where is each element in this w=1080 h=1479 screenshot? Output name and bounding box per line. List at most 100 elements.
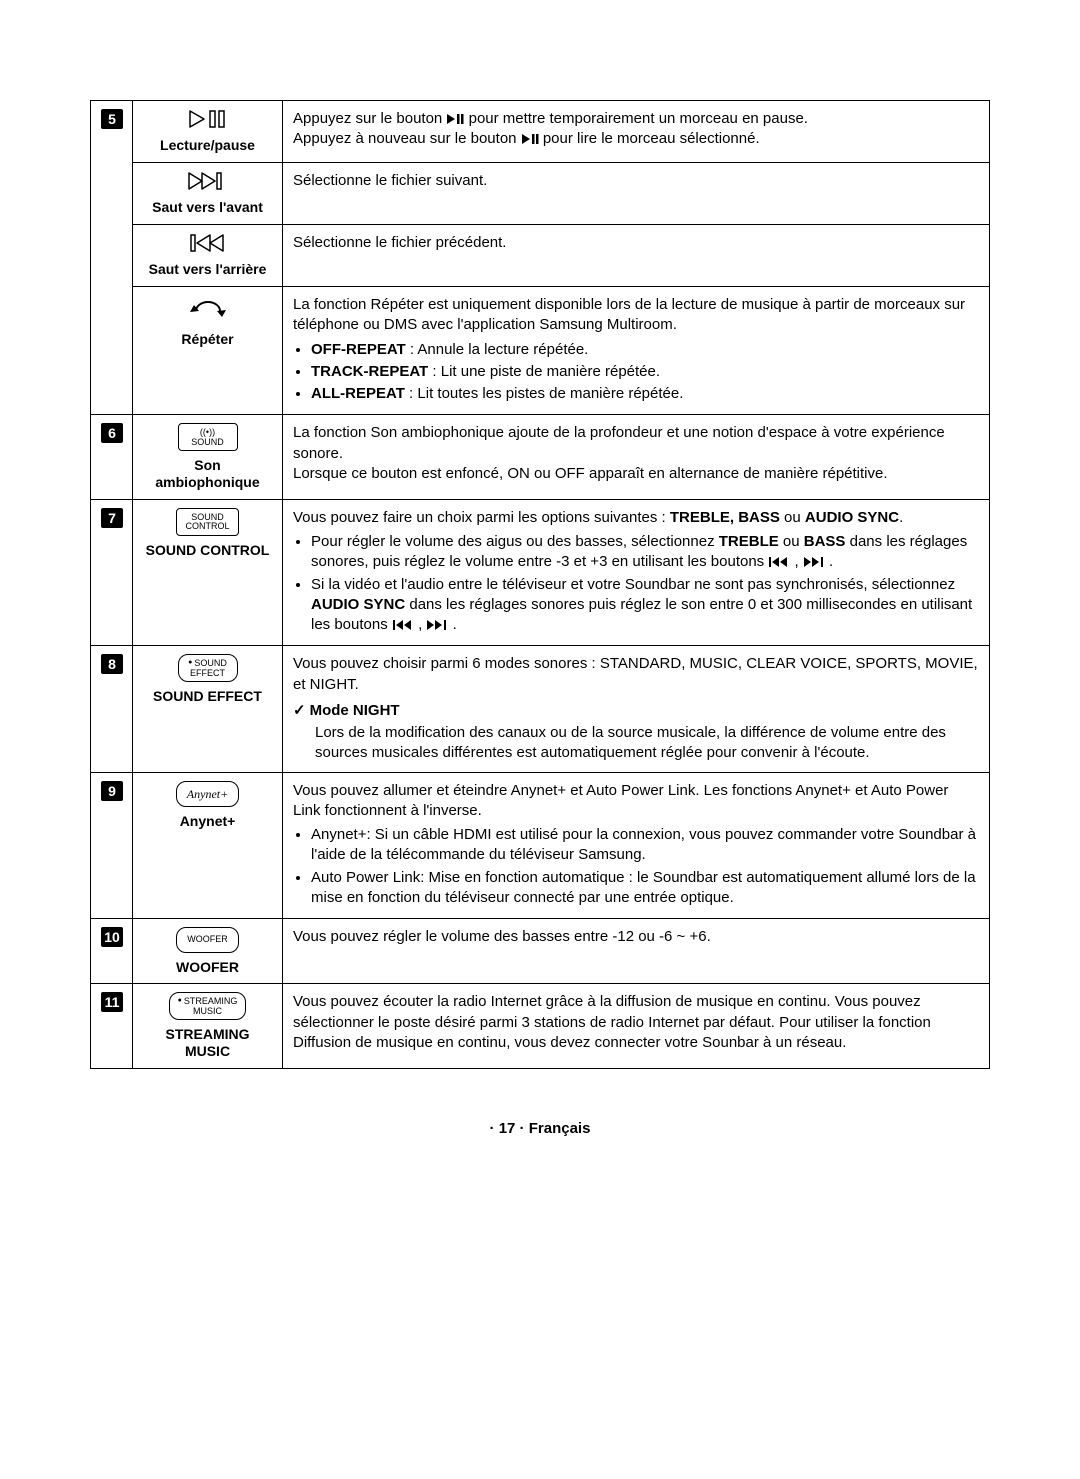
manual-page: 5 Lecture/pause Appuyez sur le bouton po…: [0, 0, 1080, 1479]
list-item: Auto Power Link: Mise en fonction automa…: [311, 868, 979, 909]
desc-strong: AUDIO SYNC: [311, 596, 405, 613]
list-item: Pour régler le volume des aigus ou des b…: [311, 532, 979, 573]
button-label: Son ambiophonique: [143, 457, 272, 491]
desc-text: Si la vidéo et l'audio entre le télévise…: [311, 576, 955, 593]
button-cell: SOUND CONTROL SOUND CONTROL: [133, 499, 283, 646]
desc-strong: TREBLE, BASS: [670, 509, 780, 526]
row-number-cell: 7: [91, 499, 133, 646]
row-number-cell: 10: [91, 919, 133, 984]
checkmark-icon: ✓: [293, 701, 306, 721]
row-number-badge: 11: [101, 992, 123, 1012]
description-cell: La fonction Répéter est uniquement dispo…: [283, 287, 990, 415]
sound-button-icon: ((•)) SOUND: [178, 423, 238, 451]
desc-strong: ALL-REPEAT: [311, 385, 405, 402]
button-label: Anynet+: [143, 813, 272, 830]
table-row: 5 Lecture/pause Appuyez sur le bouton po…: [91, 101, 990, 163]
description-cell: Sélectionne le fichier précédent.: [283, 225, 990, 287]
table-row: Répéter La fonction Répéter est uniqueme…: [91, 287, 990, 415]
desc-text: ,: [418, 616, 426, 633]
desc-text: Vous pouvez choisir parmi 6 modes sonore…: [293, 655, 978, 692]
desc-text: : Lit une piste de manière répétée.: [428, 363, 660, 380]
play-pause-mini-icon: [446, 113, 464, 125]
button-label: STREAMING MUSIC: [143, 1026, 272, 1060]
desc-text: La fonction Répéter est uniquement dispo…: [293, 296, 965, 333]
desc-text: Appuyez à nouveau sur le bouton: [293, 130, 521, 147]
desc-strong: BASS: [804, 533, 846, 550]
page-footer: · 17 · Français: [90, 1119, 990, 1139]
sound-effect-button-icon: ●SOUND EFFECT: [178, 654, 238, 682]
sound-control-button-icon: SOUND CONTROL: [176, 508, 238, 536]
desc-text: pour mettre temporairement un morceau en…: [469, 110, 808, 127]
button-label: Saut vers l'arrière: [143, 261, 272, 278]
desc-text: : Lit toutes les pistes de manière répét…: [405, 385, 684, 402]
list-item: Anynet+: Si un câble HDMI est utilisé po…: [311, 825, 979, 866]
button-cell: ((•)) SOUND Son ambiophonique: [133, 415, 283, 499]
btn-line: SOUND: [191, 437, 224, 447]
desc-text: : Annule la lecture répétée.: [406, 341, 589, 358]
btn-line: WOOFER: [187, 934, 228, 944]
table-row: 8 ●SOUND EFFECT SOUND EFFECT Vous pouvez…: [91, 646, 990, 772]
table-row: 10 WOOFER WOOFER Vous pouvez régler le v…: [91, 919, 990, 984]
desc-text: ou: [779, 533, 804, 550]
desc-strong: OFF-REPEAT: [311, 341, 406, 358]
desc-text: Vous pouvez allumer et éteindre Anynet+ …: [293, 782, 948, 819]
skip-forward-mini-icon: [426, 619, 448, 631]
desc-text: ou: [780, 509, 805, 526]
remote-buttons-table: 5 Lecture/pause Appuyez sur le bouton po…: [90, 100, 990, 1069]
row-number-badge: 10: [101, 927, 123, 947]
bullet-list: Anynet+: Si un câble HDMI est utilisé po…: [293, 825, 979, 908]
desc-text: Lors de la modification des canaux ou de…: [315, 723, 979, 764]
repeat-icon: [188, 295, 228, 323]
desc-strong: TREBLE: [719, 533, 779, 550]
description-cell: Vous pouvez régler le volume des basses …: [283, 919, 990, 984]
button-cell: Saut vers l'arrière: [133, 225, 283, 287]
btn-line: CONTROL: [185, 521, 229, 531]
button-cell: ●SOUND EFFECT SOUND EFFECT: [133, 646, 283, 772]
play-pause-icon: [188, 109, 228, 129]
desc-text: .: [829, 553, 833, 570]
button-cell: WOOFER WOOFER: [133, 919, 283, 984]
button-label: WOOFER: [143, 959, 272, 976]
description-cell: Appuyez sur le bouton pour mettre tempor…: [283, 101, 990, 163]
description-cell: Vous pouvez écouter la radio Internet gr…: [283, 984, 990, 1068]
table-row: 6 ((•)) SOUND Son ambiophonique La fonct…: [91, 415, 990, 499]
button-cell: Répéter: [133, 287, 283, 415]
description-cell: Vous pouvez choisir parmi 6 modes sonore…: [283, 646, 990, 772]
row-number-badge: 6: [101, 423, 123, 443]
desc-strong: Mode NIGHT: [310, 702, 400, 719]
check-heading: ✓Mode NIGHT: [293, 701, 979, 721]
desc-text: Pour régler le volume des aigus ou des b…: [311, 533, 719, 550]
desc-text: Vous pouvez écouter la radio Internet gr…: [293, 993, 931, 1051]
streaming-music-button-icon: ●STREAMING MUSIC: [169, 992, 247, 1020]
description-cell: Sélectionne le fichier suivant.: [283, 163, 990, 225]
table-row: 7 SOUND CONTROL SOUND CONTROL Vous pouve…: [91, 499, 990, 646]
button-label: Lecture/pause: [143, 137, 272, 154]
btn-line: MUSIC: [193, 1006, 222, 1016]
desc-strong: TRACK-REPEAT: [311, 363, 428, 380]
desc-text: .: [899, 509, 903, 526]
button-cell: Anynet+ Anynet+: [133, 772, 283, 919]
row-number-cell: 5: [91, 101, 133, 415]
table-row: Saut vers l'arrière Sélectionne le fichi…: [91, 225, 990, 287]
desc-text: Sélectionne le fichier suivant.: [293, 172, 487, 189]
desc-strong: AUDIO SYNC: [805, 509, 899, 526]
btn-line: Anynet+: [187, 787, 228, 801]
button-cell: Saut vers l'avant: [133, 163, 283, 225]
desc-text: pour lire le morceau sélectionné.: [543, 130, 760, 147]
row-number-cell: 8: [91, 646, 133, 772]
row-number-badge: 7: [101, 508, 123, 528]
table-row: 11 ●STREAMING MUSIC STREAMING MUSIC Vous…: [91, 984, 990, 1068]
skip-backward-mini-icon: [392, 619, 414, 631]
desc-text: ,: [795, 553, 803, 570]
desc-text: Vous pouvez régler le volume des basses …: [293, 928, 711, 945]
button-label: Répéter: [143, 331, 272, 348]
desc-text: .: [453, 616, 457, 633]
row-number-cell: 9: [91, 772, 133, 919]
woofer-button-icon: WOOFER: [176, 927, 239, 952]
play-pause-mini-icon: [521, 133, 539, 145]
dot-icon: ●: [178, 997, 182, 1004]
skip-backward-icon: [187, 233, 229, 253]
button-label: Saut vers l'avant: [143, 199, 272, 216]
anynet-button-icon: Anynet+: [176, 781, 239, 808]
skip-forward-mini-icon: [803, 556, 825, 568]
